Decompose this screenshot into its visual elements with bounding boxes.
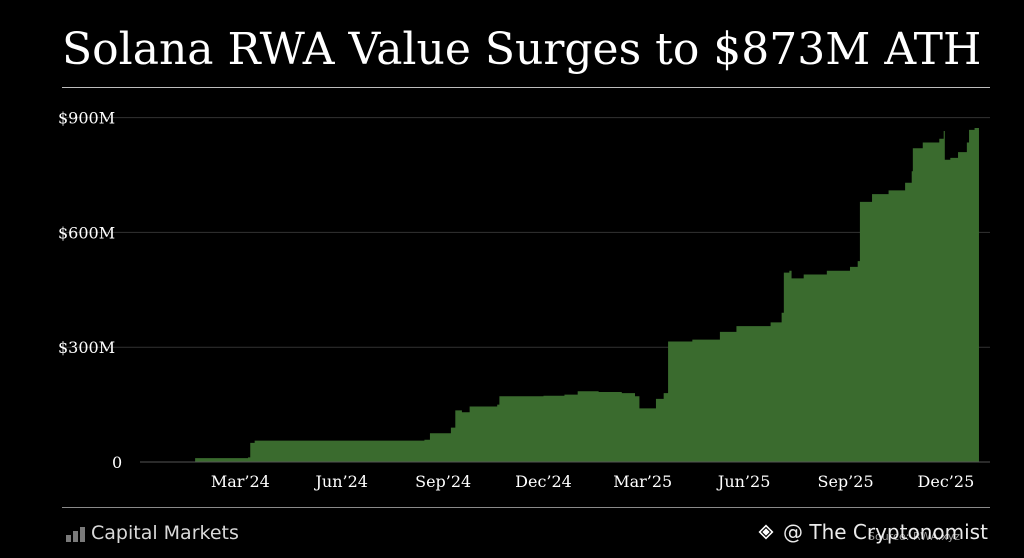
x-tick-label: Dec’25: [918, 472, 975, 491]
bar-chart-icon: [66, 524, 85, 542]
binance-diamond-icon: [758, 524, 774, 540]
footer-divider: [62, 507, 990, 508]
series-area: [195, 127, 979, 462]
x-tick-label: Sep’25: [818, 472, 874, 491]
x-tick-label: Dec’24: [515, 472, 572, 491]
x-tick-label: Sep’24: [415, 472, 471, 491]
brand-logo: Capital Markets: [66, 522, 239, 544]
x-tick-label: Jun’25: [716, 472, 770, 491]
y-tick-label: $300M: [58, 338, 115, 357]
y-tick-label: 0: [112, 453, 122, 472]
watermark-text: @ The Cryptonomist: [783, 520, 988, 544]
title-divider: [62, 87, 990, 88]
source-note: Source: RWA.xyz: [868, 530, 961, 543]
x-tick-label: Mar’25: [613, 472, 672, 491]
y-tick-label: $900M: [58, 109, 115, 128]
brand-name: Capital Markets: [91, 522, 239, 544]
x-tick-label: Jun’24: [314, 472, 368, 491]
chart-title: Solana RWA Value Surges to $873M ATH: [62, 24, 982, 75]
x-tick-label: Mar’24: [211, 472, 270, 491]
watermark: @ The Cryptonomist: [755, 520, 988, 544]
y-tick-label: $600M: [58, 223, 115, 242]
